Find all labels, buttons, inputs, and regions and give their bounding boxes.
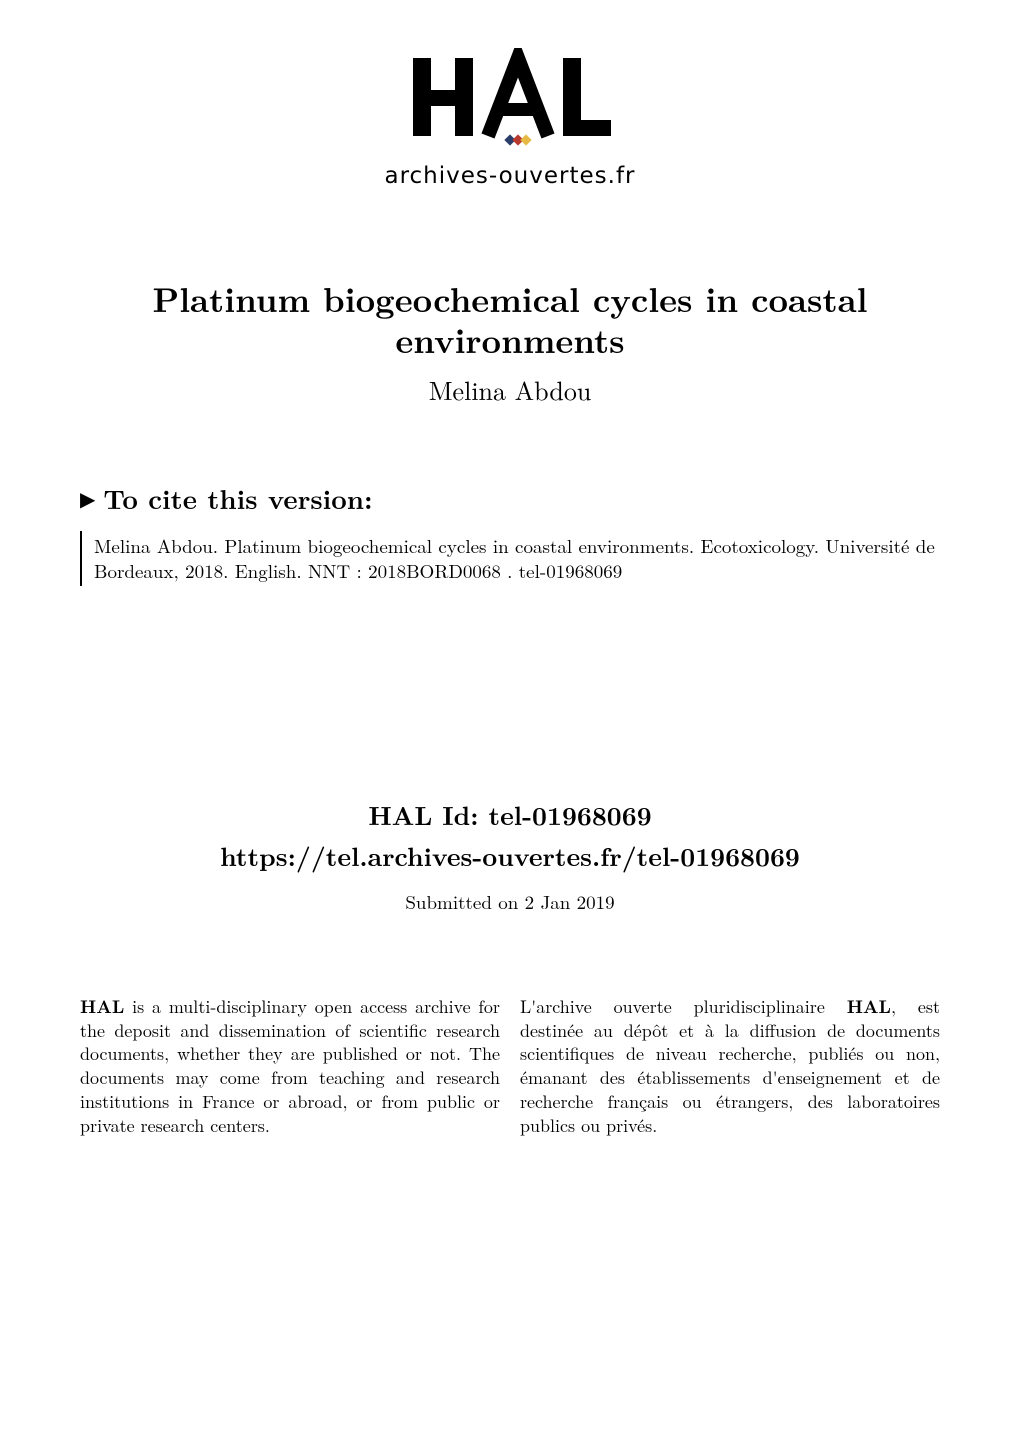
paper-title: Platinum biogeochemical cycles in coasta…	[80, 279, 940, 361]
hal-logo-block: archives-ouvertes.fr	[80, 48, 940, 189]
hal-logo-subtitle: archives-ouvertes.fr	[80, 163, 940, 189]
hal-id-label: HAL Id:	[368, 796, 488, 833]
description-right: L'archive ouverte pluridisciplinaire HAL…	[520, 995, 940, 1138]
description-right-lead: HAL	[847, 994, 891, 1019]
description-right-pre: L'archive ouverte pluridisciplinaire	[520, 994, 847, 1019]
hal-cover-page: archives-ouvertes.fr Platinum biogeochem…	[0, 0, 1020, 1442]
hal-id-line: HAL Id: tel-01968069	[80, 796, 940, 833]
description-left-rest: is a multi-disciplinary open access arch…	[80, 994, 500, 1138]
paper-author: Melina Abdou	[80, 371, 940, 408]
description-columns: HAL is a multi-disciplinary open access …	[80, 995, 940, 1138]
hal-logo-icon	[405, 48, 615, 152]
hal-url[interactable]: https://tel.archives-ouvertes.fr/tel-019…	[80, 837, 940, 874]
cite-heading-row: ▶ To cite this version:	[80, 478, 940, 517]
submitted-date: Submitted on 2 Jan 2019	[80, 888, 940, 915]
cite-marker-icon: ▶	[80, 483, 95, 512]
citation-text: Melina Abdou. Platinum biogeochemical cy…	[80, 531, 940, 586]
description-left: HAL is a multi-disciplinary open access …	[80, 995, 500, 1138]
description-left-lead: HAL	[80, 994, 124, 1019]
hal-id-value: tel-01968069	[488, 796, 651, 833]
cite-heading: To cite this version:	[103, 478, 372, 517]
